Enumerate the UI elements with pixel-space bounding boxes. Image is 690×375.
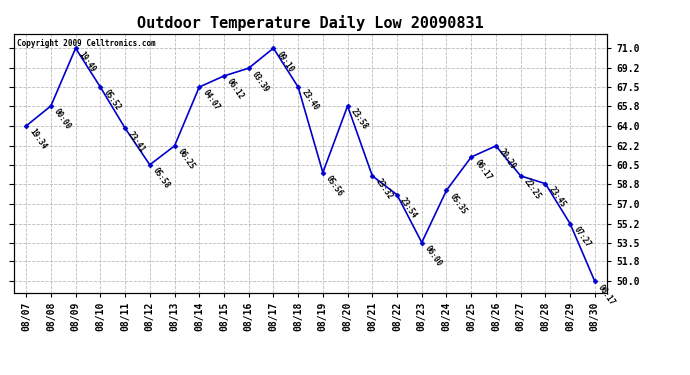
- Text: 06:00: 06:00: [423, 244, 444, 268]
- Text: 05:56: 05:56: [324, 174, 345, 198]
- Text: 04:07: 04:07: [201, 88, 221, 112]
- Text: 05:52: 05:52: [101, 88, 122, 112]
- Text: 22:25: 22:25: [522, 177, 543, 201]
- Text: 06:25: 06:25: [176, 147, 197, 171]
- Text: 23:32: 23:32: [374, 177, 395, 201]
- Text: 23:41: 23:41: [126, 129, 147, 154]
- Text: 19:49: 19:49: [77, 50, 98, 74]
- Text: 20:29: 20:29: [497, 147, 518, 171]
- Text: 05:35: 05:35: [448, 192, 469, 216]
- Text: 23:45: 23:45: [546, 185, 567, 209]
- Text: 23:54: 23:54: [398, 196, 419, 220]
- Text: 07:27: 07:27: [571, 225, 592, 249]
- Text: 23:40: 23:40: [299, 88, 320, 112]
- Text: 09:10: 09:10: [275, 50, 295, 74]
- Text: 06:17: 06:17: [473, 158, 493, 183]
- Title: Outdoor Temperature Daily Low 20090831: Outdoor Temperature Daily Low 20090831: [137, 15, 484, 31]
- Text: Copyright 2009 Celltronics.com: Copyright 2009 Celltronics.com: [17, 39, 155, 48]
- Text: 03:39: 03:39: [250, 70, 270, 94]
- Text: 00:00: 00:00: [52, 107, 73, 131]
- Text: 06:17: 06:17: [596, 283, 617, 307]
- Text: 05:58: 05:58: [151, 166, 172, 190]
- Text: 23:58: 23:58: [349, 107, 370, 131]
- Text: 19:34: 19:34: [28, 127, 48, 152]
- Text: 06:12: 06:12: [226, 77, 246, 102]
